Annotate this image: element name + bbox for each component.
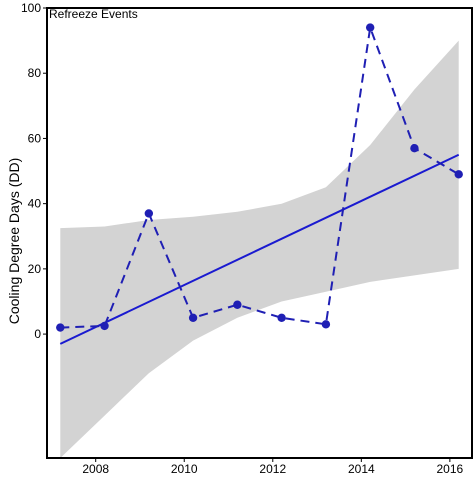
data-point bbox=[233, 300, 242, 309]
y-tick-label: 0 bbox=[34, 327, 41, 341]
x-tick-label: 2008 bbox=[82, 462, 109, 476]
y-axis: 0 20 40 60 80 100 bbox=[21, 1, 47, 341]
x-tick-label: 2014 bbox=[348, 462, 375, 476]
trend-line-layer bbox=[59, 153, 460, 345]
x-axis: 2008 2010 2012 2014 2016 bbox=[82, 458, 464, 476]
y-axis-title: Cooling Degree Days (DD) bbox=[6, 158, 22, 325]
data-point bbox=[277, 313, 286, 322]
y-tick-label: 60 bbox=[28, 131, 42, 145]
series-line-0 bbox=[60, 27, 460, 329]
data-point bbox=[365, 23, 375, 32]
x-tick-label: 2016 bbox=[437, 462, 464, 476]
chart-title: Refreeze Events bbox=[49, 7, 138, 21]
x-tick-label: 2010 bbox=[171, 462, 198, 476]
data-point bbox=[56, 323, 65, 332]
data-point bbox=[454, 170, 463, 179]
y-tick-label: 20 bbox=[28, 262, 42, 276]
data-point bbox=[410, 144, 419, 153]
y-tick-label: 80 bbox=[28, 66, 42, 80]
plot-panel-border bbox=[46, 7, 473, 459]
y-tick-label: 40 bbox=[28, 197, 42, 211]
data-point bbox=[144, 209, 154, 218]
series-layer bbox=[56, 23, 463, 332]
x-tick-label: 2012 bbox=[259, 462, 286, 476]
data-point bbox=[188, 313, 198, 322]
data-point bbox=[100, 321, 109, 331]
data-point bbox=[321, 320, 331, 329]
trend-line bbox=[59, 153, 460, 345]
y-tick-label: 100 bbox=[21, 1, 41, 15]
